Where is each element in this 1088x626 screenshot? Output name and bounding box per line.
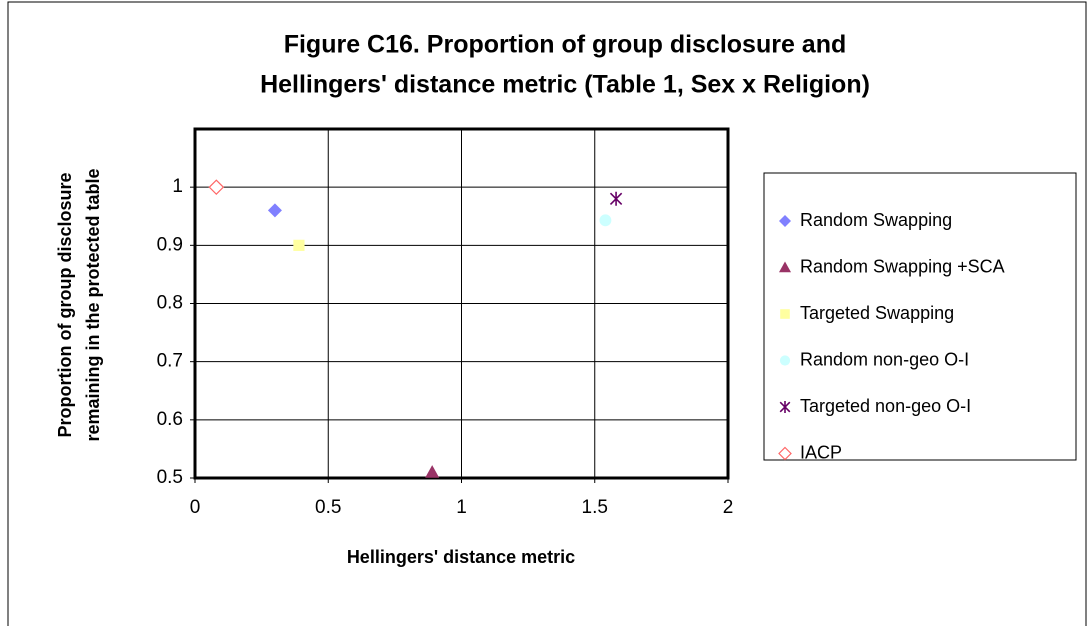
legend-label: IACP — [800, 442, 842, 462]
legend-label: Targeted Swapping — [800, 303, 954, 323]
data-point — [208, 179, 225, 196]
x-axis-label: Hellingers' distance metric — [347, 547, 575, 567]
x-tick-label: 0.5 — [315, 497, 341, 518]
y-axis-label: remaining in the protected table — [83, 168, 103, 441]
y-tick-label: 0.9 — [157, 234, 183, 255]
legend-label: Targeted non-geo O-I — [800, 396, 971, 416]
data-point — [293, 239, 305, 251]
legend-label: Random Swapping +SCA — [800, 256, 1005, 276]
legend-marker — [780, 309, 790, 319]
y-axis-label: Proportion of group disclosure — [55, 173, 75, 438]
data-point — [599, 214, 612, 227]
y-tick-label: 0.8 — [157, 293, 183, 314]
legend-marker — [779, 401, 791, 413]
y-tick-label: 0.6 — [157, 409, 183, 430]
plot-border — [193, 127, 730, 480]
y-tick-label: 1 — [172, 176, 183, 197]
x-tick-label: 1 — [456, 497, 467, 518]
x-tick-label: 0 — [190, 497, 201, 518]
legend-marker — [779, 215, 791, 227]
x-tick-label: 1.5 — [582, 497, 608, 518]
chart-title: Hellingers' distance metric (Table 1, Se… — [260, 71, 870, 99]
data-point — [609, 191, 623, 206]
y-tick-label: 0.5 — [157, 467, 183, 488]
legend-marker — [778, 446, 792, 461]
x-tick-label: 2 — [723, 497, 734, 518]
legend-marker — [779, 355, 791, 366]
chart-title: Figure C16. Proportion of group disclosu… — [284, 31, 847, 59]
legend-label: Random Swapping — [800, 210, 952, 230]
y-tick-label: 0.7 — [157, 351, 183, 372]
legend — [763, 172, 1077, 461]
data-point — [425, 465, 440, 478]
legend-marker — [779, 261, 791, 273]
data-point — [267, 203, 282, 218]
legend-label: Random non-geo O-I — [800, 349, 969, 369]
